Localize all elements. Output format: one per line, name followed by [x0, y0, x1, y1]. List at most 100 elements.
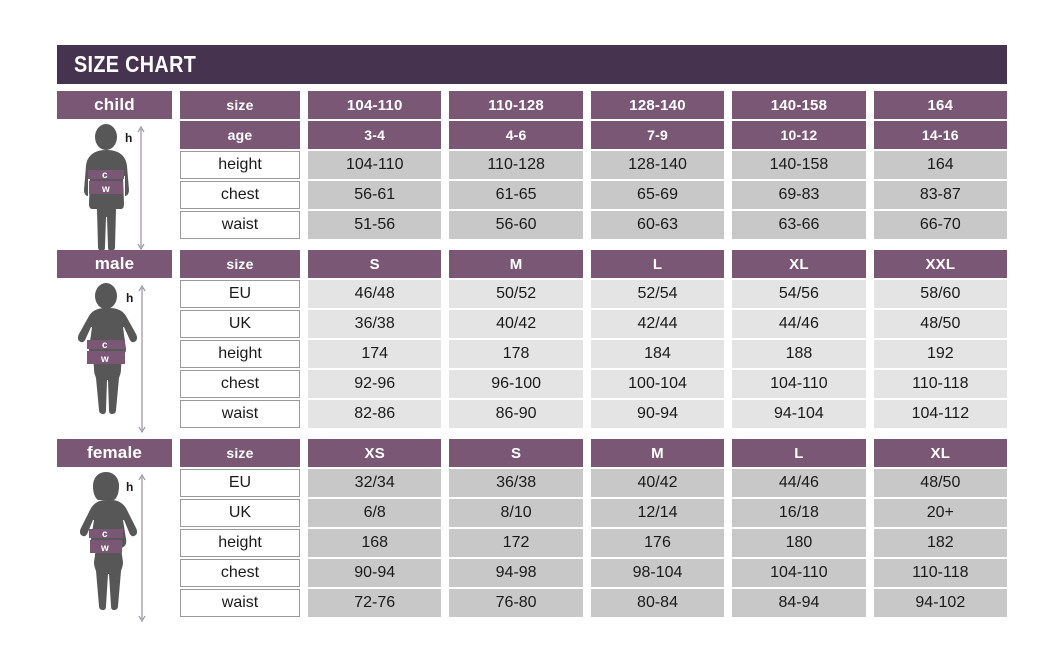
value-cell: 168: [308, 529, 442, 557]
figure-spacer: [57, 370, 172, 398]
row-label-height: height: [180, 151, 300, 179]
value-cell: 172: [449, 529, 583, 557]
value-cell: 180: [732, 529, 866, 557]
value-cell: 46/48: [308, 280, 442, 308]
value-cell: 32/34: [308, 469, 442, 497]
value-cell: 90-94: [590, 400, 725, 428]
value-cell: 8/10: [449, 499, 583, 527]
header-label-age: age: [180, 121, 300, 149]
value-cell: 50/52: [449, 280, 583, 308]
header-cell: 10-12: [732, 121, 866, 149]
value-cell: 94-102: [873, 589, 1008, 617]
header-cell: 14-16: [873, 121, 1008, 149]
header-row: male size S M L XL XXL: [57, 250, 1008, 278]
row-label-waist: waist: [180, 211, 300, 239]
value-cell: 69-83: [732, 181, 866, 209]
figure-spacer: [57, 559, 172, 587]
value-cell: 188: [732, 340, 866, 368]
figure-spacer: [57, 310, 172, 338]
value-cell: 20+: [873, 499, 1008, 527]
value-cell: 104-110: [732, 370, 866, 398]
header-cell: 128-140: [590, 91, 725, 119]
header-row: female size XS S M L XL: [57, 439, 1008, 467]
header-cell: 3-4: [308, 121, 442, 149]
value-cell: 72-76: [308, 589, 442, 617]
value-cell: 63-66: [732, 211, 866, 239]
value-cell: 96-100: [449, 370, 583, 398]
header-cell: XL: [732, 250, 866, 278]
value-cell: 86-90: [449, 400, 583, 428]
row-label-UK: UK: [180, 310, 300, 338]
header-cell: S: [449, 439, 583, 467]
value-cell: 104-110: [732, 559, 866, 587]
value-cell: 42/44: [590, 310, 725, 338]
figure-spacer: [57, 469, 172, 497]
header-cell: XS: [308, 439, 442, 467]
value-cell: 48/50: [873, 310, 1008, 338]
value-cell: 52/54: [590, 280, 725, 308]
value-cell: 65-69: [590, 181, 725, 209]
value-cell: 12/14: [590, 499, 725, 527]
value-cell: 94-98: [449, 559, 583, 587]
value-cell: 164: [873, 151, 1008, 179]
table-row: UK 6/8 8/10 12/14 16/18 20+: [57, 499, 1008, 527]
value-cell: 174: [308, 340, 442, 368]
value-cell: 84-94: [732, 589, 866, 617]
header-label-size: size: [180, 91, 300, 119]
figure-spacer: [57, 400, 172, 428]
category-label-child: child: [57, 91, 172, 119]
value-cell: 60-63: [590, 211, 725, 239]
row-label-height: height: [180, 340, 300, 368]
header-cell: L: [590, 250, 725, 278]
value-cell: 192: [873, 340, 1008, 368]
header-cell: XL: [873, 439, 1008, 467]
category-label-male: male: [57, 250, 172, 278]
value-cell: 51-56: [308, 211, 442, 239]
chart-title-bar: SIZE CHART: [57, 45, 1007, 84]
row-label-chest: chest: [180, 181, 300, 209]
header-cell: M: [590, 439, 725, 467]
table-row: EU 46/48 50/52 52/54 54/56 58/60: [57, 280, 1008, 308]
value-cell: 83-87: [873, 181, 1008, 209]
figure-spacer: [57, 340, 172, 368]
value-cell: 40/42: [590, 469, 725, 497]
value-cell: 184: [590, 340, 725, 368]
value-cell: 56-60: [449, 211, 583, 239]
value-cell: 104-110: [308, 151, 442, 179]
row-label-waist: waist: [180, 400, 300, 428]
figure-spacer: [57, 589, 172, 617]
value-cell: 182: [873, 529, 1008, 557]
value-cell: 176: [590, 529, 725, 557]
row-label-chest: chest: [180, 370, 300, 398]
value-cell: 104-112: [873, 400, 1008, 428]
value-cell: 128-140: [590, 151, 725, 179]
header-cell: L: [732, 439, 866, 467]
value-cell: 61-65: [449, 181, 583, 209]
value-cell: 6/8: [308, 499, 442, 527]
value-cell: 100-104: [590, 370, 725, 398]
value-cell: 110-118: [873, 370, 1008, 398]
value-cell: 54/56: [732, 280, 866, 308]
header-cell: 4-6: [449, 121, 583, 149]
figure-spacer: [57, 280, 172, 308]
table-row: chest 90-94 94-98 98-104 104-110 110-118: [57, 559, 1008, 587]
row-label-UK: UK: [180, 499, 300, 527]
header-cell: 140-158: [732, 91, 866, 119]
figure-spacer: [57, 121, 172, 149]
value-cell: 44/46: [732, 310, 866, 338]
value-cell: 110-118: [873, 559, 1008, 587]
header-cell: 7-9: [590, 121, 725, 149]
header-cell: 164: [873, 91, 1008, 119]
table-row: waist 51-56 56-60 60-63 63-66 66-70: [57, 211, 1008, 239]
figure-spacer: [57, 181, 172, 209]
value-cell: 66-70: [873, 211, 1008, 239]
header-cell: M: [449, 250, 583, 278]
row-label-waist: waist: [180, 589, 300, 617]
header-cell: 104-110: [308, 91, 442, 119]
table-row: height 104-110 110-128 128-140 140-158 164: [57, 151, 1008, 179]
value-cell: 110-128: [449, 151, 583, 179]
figure-spacer: [57, 499, 172, 527]
value-cell: 36/38: [449, 469, 583, 497]
row-label-EU: EU: [180, 280, 300, 308]
value-cell: 98-104: [590, 559, 725, 587]
